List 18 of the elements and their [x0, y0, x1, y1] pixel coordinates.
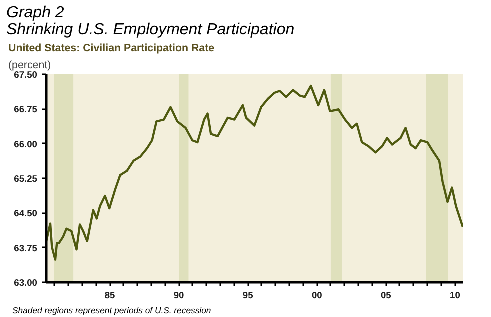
x-tick-label: 90 [174, 290, 184, 300]
y-tick-label: 66.75 [14, 104, 38, 115]
chart-title: Graph 2 Shrinking U.S. Employment Participation [6, 4, 295, 38]
y-tick-label: 66.00 [14, 139, 38, 150]
x-tick-label: 10 [450, 290, 460, 300]
y-tick-label: 63.00 [14, 278, 38, 288]
y-tick-label: 63.75 [14, 243, 38, 254]
y-tick-label: 65.25 [14, 174, 38, 184]
x-tick-label: 95 [242, 290, 254, 300]
y-tick-label: 64.50 [14, 208, 38, 219]
text: Shaded regions represent periods of U.S. recession [12, 306, 212, 316]
y-tick-label: 67.50 [14, 70, 38, 80]
x-tick-label: 00 [312, 290, 322, 300]
chart-subtitle: United States: Civilian Participation Rate [8, 42, 215, 54]
x-tick-label: 85 [104, 290, 116, 300]
x-tick-label: 05 [380, 290, 392, 300]
y-axis-title: (percent) [8, 60, 52, 72]
line-series [46, 84, 464, 261]
